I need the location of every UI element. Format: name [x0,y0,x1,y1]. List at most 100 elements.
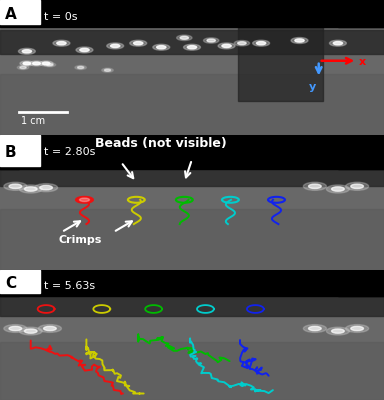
Bar [0,289,19,292]
Bar [338,22,384,24]
Text: A: A [5,7,17,22]
Bar [0,0,40,24]
Circle shape [333,42,343,45]
Bar [0,270,40,294]
Circle shape [107,43,124,49]
Circle shape [351,326,363,331]
Bar [0,160,19,163]
Circle shape [19,185,42,193]
Circle shape [4,182,27,190]
Bar [338,141,384,144]
Bar [0,281,19,283]
Circle shape [238,42,246,45]
Bar [338,272,384,273]
Circle shape [207,39,215,42]
Circle shape [218,43,235,49]
Bar [338,281,384,283]
Bar [0,209,384,270]
Circle shape [38,325,61,332]
Circle shape [180,36,189,39]
Text: t = 2.80s: t = 2.80s [44,146,96,156]
Circle shape [308,326,321,331]
Circle shape [303,182,326,190]
Circle shape [234,40,250,46]
Circle shape [30,61,43,66]
Circle shape [4,325,27,332]
Circle shape [329,40,346,46]
Bar [0,276,19,279]
Bar [338,275,384,276]
Circle shape [204,38,219,43]
Circle shape [102,68,113,72]
Text: B: B [5,145,17,160]
Circle shape [303,325,326,332]
Bar [0,0,384,27]
Bar [338,137,384,139]
Text: Beads (not visible): Beads (not visible) [95,137,227,150]
Circle shape [53,40,70,46]
Circle shape [134,42,143,45]
Text: y: y [309,82,316,92]
Circle shape [331,329,344,333]
Circle shape [33,62,40,65]
Circle shape [25,187,37,191]
Bar [338,278,384,280]
Bar [338,150,384,152]
Circle shape [346,325,369,332]
Bar [338,288,384,290]
Circle shape [76,197,93,203]
Circle shape [351,184,363,188]
Text: C: C [5,276,16,291]
Circle shape [39,61,53,66]
Bar [0,342,384,400]
Circle shape [130,40,147,46]
Circle shape [308,184,321,188]
Circle shape [177,35,192,40]
Bar [338,162,384,164]
Circle shape [17,66,29,70]
Bar [0,285,19,287]
Bar [0,154,19,158]
Bar [0,138,19,141]
Circle shape [104,69,111,71]
Bar [0,270,384,296]
Text: t = 5.63s: t = 5.63s [44,281,95,291]
Circle shape [20,61,34,66]
Circle shape [40,186,52,190]
Text: 1 cm: 1 cm [21,116,45,126]
Circle shape [326,185,349,193]
Bar [0,292,384,316]
Circle shape [25,329,37,333]
Bar [0,149,19,152]
Circle shape [22,50,31,53]
Text: t = 0s: t = 0s [44,12,78,22]
Bar [0,166,19,169]
Bar [0,135,40,166]
Circle shape [20,66,26,69]
Bar [338,2,384,3]
Bar [338,8,384,10]
Circle shape [157,46,166,49]
Bar [338,5,384,7]
Circle shape [44,326,56,331]
Circle shape [44,63,56,67]
Circle shape [78,66,84,69]
Bar [338,154,384,156]
Bar [0,74,384,135]
Circle shape [331,187,344,191]
Circle shape [79,198,89,202]
Bar [0,135,384,169]
Text: x: x [359,57,366,67]
Bar [338,158,384,160]
Circle shape [75,66,86,70]
Bar [0,294,19,296]
Circle shape [295,39,304,42]
Circle shape [153,44,170,50]
Bar [338,12,384,14]
Text: Crimps: Crimps [59,235,102,245]
Circle shape [253,40,270,46]
Circle shape [19,327,42,335]
Bar [0,143,19,146]
Bar [338,291,384,293]
Circle shape [184,44,200,50]
